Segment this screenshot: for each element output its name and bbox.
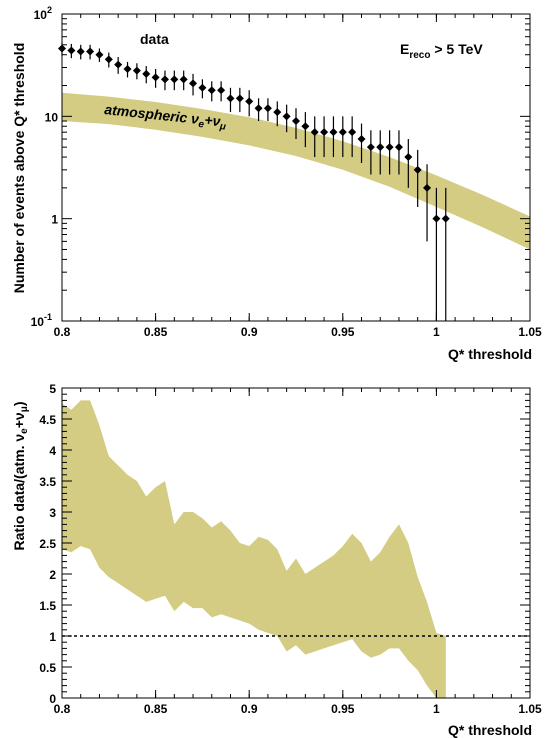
top-ticks: 0.8 0.85 0.9 0.95 1 1.05 10-1 1 10 102 (31, 5, 542, 339)
data-point (263, 104, 272, 113)
y-tick-label: 1 (49, 630, 56, 644)
data-point (95, 50, 104, 59)
top-y-axis-title: Number of events above Q* threshold (11, 43, 27, 294)
y-tick-label: 10-1 (31, 312, 52, 329)
data-point (151, 73, 160, 82)
x-tick-label: 1 (433, 325, 440, 339)
data-point (132, 66, 141, 75)
y-tick-label: 4 (49, 444, 56, 458)
data-point (207, 86, 216, 95)
data-point (254, 104, 263, 113)
data-point (432, 214, 441, 223)
y-tick-label: 3.5 (39, 475, 56, 489)
data-point (423, 183, 432, 192)
data-point (282, 112, 291, 121)
x-tick-label: 0.8 (54, 325, 71, 339)
data-point (310, 128, 319, 137)
y-tick-label: 5 (49, 382, 56, 396)
x-tick-label: 0.95 (331, 702, 355, 716)
data-label: data (140, 31, 169, 47)
bottom-ticks: 0.8 0.85 0.9 0.95 1 1.05 0 0.5 1 1.5 2 2.5 3 3.5 4 4.5 5 (39, 382, 542, 716)
y-tick-label: 1 (51, 213, 58, 227)
y-tick-label: 2.5 (39, 537, 56, 551)
x-tick-label: 0.85 (144, 702, 168, 716)
data-point (385, 143, 394, 152)
ratio-band (62, 400, 446, 698)
data-point (189, 79, 198, 88)
data-point (273, 108, 282, 117)
data-point (404, 153, 413, 162)
data-point (104, 55, 113, 64)
data-point (329, 128, 338, 137)
data-point (226, 94, 235, 103)
data-point (376, 143, 385, 152)
data-point (170, 75, 179, 84)
data-point (235, 94, 244, 103)
data-points (58, 42, 450, 321)
data-point (348, 128, 357, 137)
data-point (114, 60, 123, 69)
y-tick-label: 3 (49, 506, 56, 520)
bottom-y-axis-title: Ratio data/(atm. νe+νμ) (11, 401, 30, 550)
y-tick-label: 1.5 (39, 599, 56, 613)
x-tick-label: 0.9 (241, 702, 258, 716)
data-point (413, 165, 422, 174)
y-tick-label: 4.5 (39, 413, 56, 427)
energy-cut-label: Ereco > 5 TeV (400, 41, 483, 61)
data-point (179, 75, 188, 84)
data-point (441, 214, 450, 223)
y-tick-label: 102 (34, 5, 52, 22)
x-tick-label: 1.05 (518, 702, 542, 716)
data-point (142, 69, 151, 78)
x-tick-label: 1.05 (518, 325, 542, 339)
x-tick-label: 0.95 (331, 325, 355, 339)
x-tick-label: 0.85 (144, 325, 168, 339)
y-tick-label: 0.5 (39, 661, 56, 675)
data-point (301, 122, 310, 131)
data-point (160, 75, 169, 84)
data-point (123, 65, 132, 74)
data-point (76, 47, 85, 56)
data-point (245, 97, 254, 106)
x-tick-label: 0.9 (241, 325, 258, 339)
data-point (366, 143, 375, 152)
y-tick-label: 2 (49, 568, 56, 582)
top-frame (61, 13, 531, 322)
y-tick-label: 10 (45, 110, 59, 124)
data-point (198, 83, 207, 92)
data-point (217, 86, 226, 95)
data-point (320, 128, 329, 137)
data-point (394, 143, 403, 152)
data-point (338, 128, 347, 137)
x-tick-label: 1 (433, 702, 440, 716)
data-point (86, 47, 95, 56)
bottom-x-axis-title: Q* threshold (448, 722, 532, 738)
x-tick-label: 0.8 (54, 702, 71, 716)
data-point (67, 46, 76, 55)
atmospheric-band (62, 92, 530, 250)
data-point (357, 135, 366, 144)
y-tick-label: 0 (49, 692, 56, 706)
top-x-axis-title: Q* threshold (448, 346, 532, 362)
data-point (292, 117, 300, 126)
bottom-chart: 0.8 0.85 0.9 0.95 1 1.05 0 0.5 1 1.5 2 2.5 3 3.5 4 4.5 5… (11, 382, 542, 738)
